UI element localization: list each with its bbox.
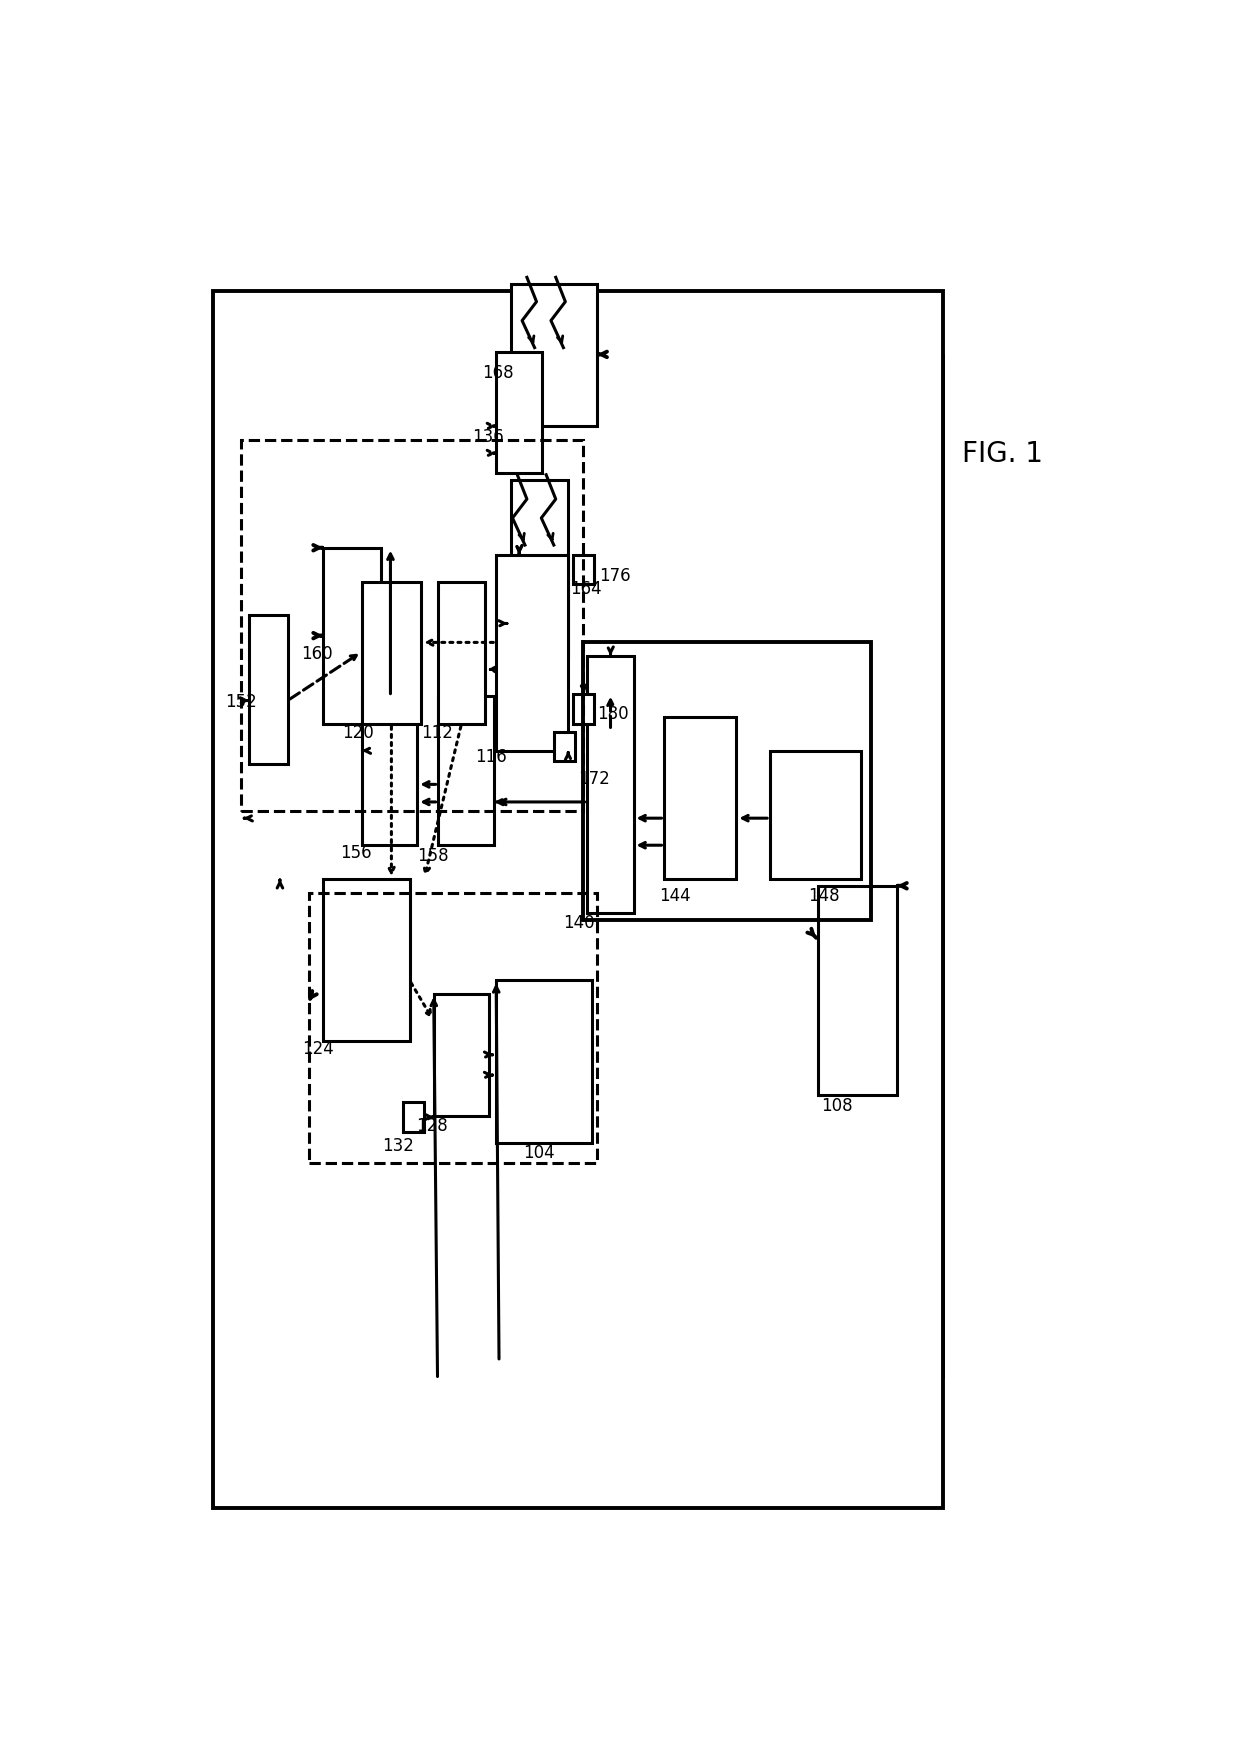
Bar [403, 1102, 424, 1132]
Text: 108: 108 [821, 1097, 853, 1114]
Text: 172: 172 [578, 769, 610, 788]
Text: 168: 168 [481, 363, 513, 383]
Bar [362, 583, 422, 725]
Text: 152: 152 [226, 691, 257, 711]
Text: 180: 180 [596, 704, 629, 723]
Text: 160: 160 [301, 644, 332, 663]
Text: 120: 120 [342, 723, 374, 741]
Bar [496, 353, 542, 474]
Text: 116: 116 [475, 748, 507, 765]
Text: 104: 104 [523, 1144, 554, 1162]
Text: 132: 132 [382, 1137, 414, 1155]
Text: 148: 148 [808, 886, 841, 906]
Bar [573, 555, 594, 584]
Text: 176: 176 [599, 567, 631, 584]
Text: 144: 144 [660, 886, 691, 906]
Bar [554, 732, 575, 762]
Bar [818, 886, 897, 1095]
Bar [588, 656, 634, 913]
Bar [511, 284, 596, 426]
Bar [770, 751, 862, 879]
Text: 124: 124 [303, 1039, 334, 1058]
Text: 112: 112 [422, 723, 453, 741]
Bar [665, 718, 737, 879]
Text: FIG. 1: FIG. 1 [962, 441, 1043, 469]
Bar [242, 441, 583, 813]
Text: 156: 156 [341, 844, 372, 862]
Bar [324, 879, 409, 1042]
Bar [511, 481, 568, 656]
Bar [309, 893, 596, 1164]
Text: 164: 164 [570, 579, 601, 598]
Bar [213, 291, 942, 1508]
Bar [496, 555, 568, 751]
Bar [249, 616, 288, 765]
Bar [496, 981, 593, 1143]
Bar [324, 548, 381, 725]
Bar [439, 583, 485, 725]
Text: 128: 128 [417, 1116, 448, 1134]
Text: 140: 140 [563, 914, 595, 932]
Text: 158: 158 [418, 846, 449, 863]
Bar [439, 697, 495, 846]
Text: 136: 136 [472, 426, 503, 446]
Bar [573, 695, 594, 725]
Bar [434, 995, 490, 1116]
Bar [362, 697, 418, 846]
Bar [583, 642, 870, 920]
